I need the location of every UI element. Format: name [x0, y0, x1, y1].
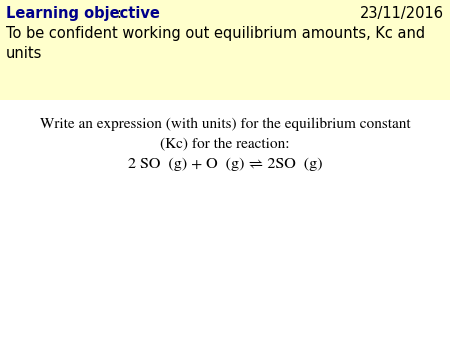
Text: Write an expression (with units) for the equilibrium constant: Write an expression (with units) for the… [40, 118, 410, 131]
Text: 2 SO₂ (g) + O₂ (g) ⇌ 2SO₃ (g): 2 SO₂ (g) + O₂ (g) ⇌ 2SO₃ (g) [128, 158, 322, 171]
Text: Learning objective: Learning objective [6, 6, 160, 21]
Text: :: : [116, 6, 121, 21]
Text: To be confident working out equilibrium amounts, Kc and
units: To be confident working out equilibrium … [6, 26, 425, 61]
Text: (Kc) for the reaction:: (Kc) for the reaction: [160, 138, 290, 151]
Text: 23/11/2016: 23/11/2016 [360, 6, 444, 21]
Bar [0, 0, 450, 100]
